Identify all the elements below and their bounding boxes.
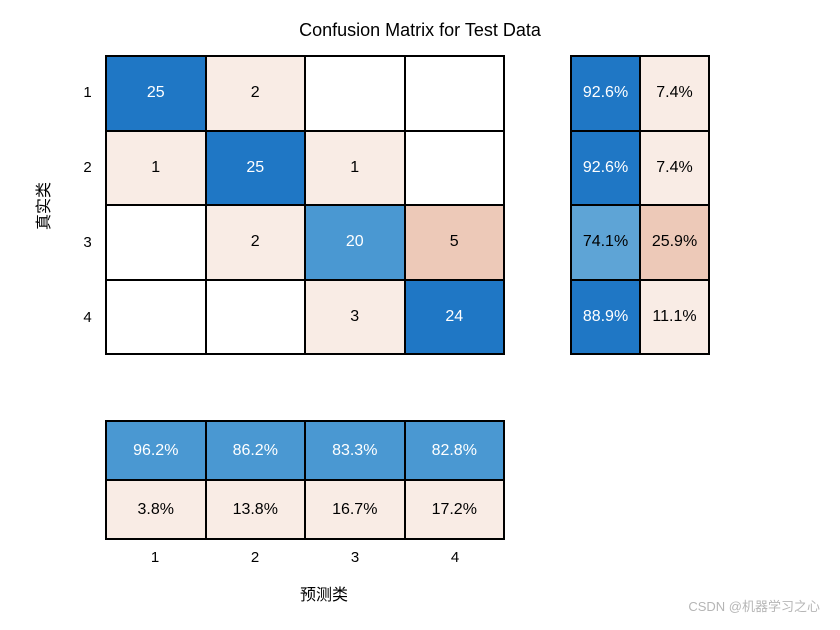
chart-container: Confusion Matrix for Test Data 真实类 1 2 3… <box>0 0 840 630</box>
matrix-cell <box>106 280 206 355</box>
row-tick: 1 <box>75 55 100 130</box>
col-ticks: 1 2 3 4 <box>105 545 505 570</box>
col-tick: 4 <box>405 545 505 570</box>
col-tick: 2 <box>205 545 305 570</box>
col-tick: 1 <box>105 545 205 570</box>
y-axis-label: 真实类 <box>30 182 54 230</box>
matrix-cell <box>305 56 405 131</box>
col-tick: 3 <box>305 545 405 570</box>
matrix-cell: 20 <box>305 205 405 280</box>
row-summary-cell: 7.4% <box>640 56 709 131</box>
col-summary-cell: 96.2% <box>106 421 206 480</box>
col-summary-cell: 82.8% <box>405 421 505 480</box>
matrix-cell: 5 <box>405 205 505 280</box>
col-summary-cell: 16.7% <box>305 480 405 539</box>
row-ticks: 1 2 3 4 <box>75 55 100 355</box>
matrix-cell: 2 <box>206 56 306 131</box>
row-tick: 2 <box>75 130 100 205</box>
matrix-cell <box>106 205 206 280</box>
row-summary-cell: 74.1% <box>571 205 640 280</box>
x-axis-label: 预测类 <box>300 581 348 605</box>
matrix-cell: 24 <box>405 280 505 355</box>
row-summary-grid: 92.6%7.4%92.6%7.4%74.1%25.9%88.9%11.1% <box>570 55 710 355</box>
col-summary-cell: 13.8% <box>206 480 306 539</box>
row-summary-cell: 11.1% <box>640 280 709 355</box>
confusion-matrix-main: 25212512205324 <box>105 55 505 355</box>
col-summary-cell: 86.2% <box>206 421 306 480</box>
watermark-text: CSDN @机器学习之心 <box>688 596 820 615</box>
matrix-cell: 3 <box>305 280 405 355</box>
matrix-cell <box>405 131 505 206</box>
row-summary-cell: 92.6% <box>571 131 640 206</box>
row-summary-cell: 25.9% <box>640 205 709 280</box>
col-summary-cell: 83.3% <box>305 421 405 480</box>
col-summary-cell: 3.8% <box>106 480 206 539</box>
chart-title: Confusion Matrix for Test Data <box>0 20 840 41</box>
col-summary-cell: 17.2% <box>405 480 505 539</box>
matrix-cell: 25 <box>106 56 206 131</box>
matrix-cell: 25 <box>206 131 306 206</box>
row-tick: 4 <box>75 280 100 355</box>
row-summary-cell: 92.6% <box>571 56 640 131</box>
matrix-cell: 1 <box>305 131 405 206</box>
row-summary-cell: 7.4% <box>640 131 709 206</box>
col-summary-grid: 96.2%86.2%83.3%82.8% 3.8%13.8%16.7%17.2% <box>105 420 505 540</box>
matrix-cell <box>405 56 505 131</box>
row-summary-cell: 88.9% <box>571 280 640 355</box>
row-tick: 3 <box>75 205 100 280</box>
matrix-cell: 2 <box>206 205 306 280</box>
matrix-cell: 1 <box>106 131 206 206</box>
matrix-cell <box>206 280 306 355</box>
